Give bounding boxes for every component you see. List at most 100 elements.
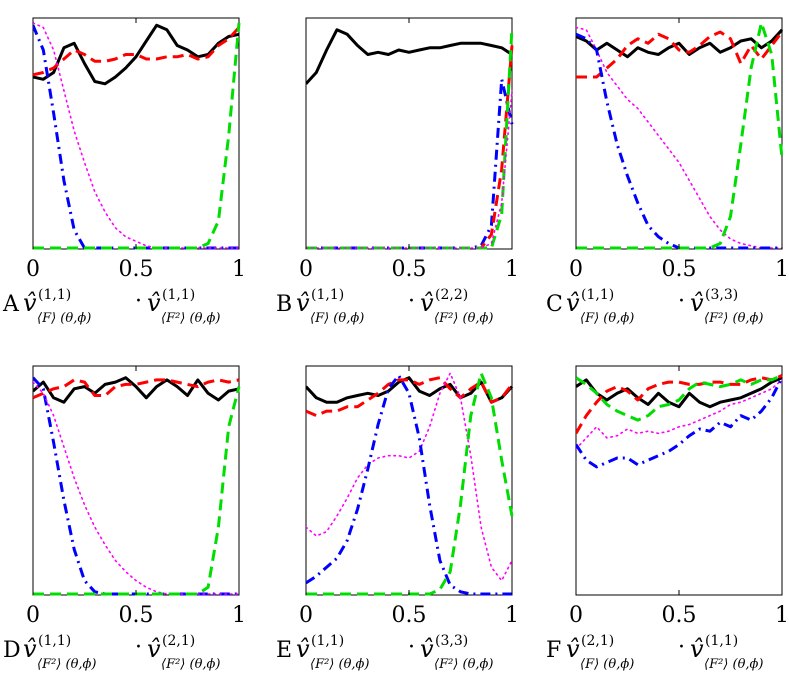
panel-c-line-black-solid	[576, 28, 784, 59]
panel-c-left-term-subscript: ⟨F⟩ (θ,ϕ)	[580, 311, 634, 326]
panel-b-series	[306, 27, 514, 250]
panel-d-left-term-superscript: (1,1)	[38, 633, 71, 649]
panel-f-right-term-subscript: ⟨F²⟩ (θ,ϕ)	[704, 657, 763, 672]
panel-a-series	[33, 22, 241, 250]
panel-d-left-term-symbol: v̂	[23, 635, 37, 663]
panel-d: 0 0.5 1D v̂ (1,1)⟨F²⟩ (θ,ϕ)· v̂ (2,1)⟨F²⟩ (θ,ϕ…	[3, 365, 246, 672]
panel-f-line-green-dashed	[576, 374, 783, 422]
panel-f-right-term-symbol: v̂	[690, 635, 704, 663]
panel-d-line-blue-dashdot	[33, 376, 239, 596]
panel-c-line-green-dashed	[576, 21, 784, 250]
panel-e-left-term-subscript: ⟨F²⟩ (θ,ϕ)	[310, 657, 369, 672]
panel-a-right-term-superscript: (1,1)	[162, 287, 195, 303]
panel-a-left-term-superscript: (1,1)	[38, 287, 71, 303]
panel-c-letter: C	[546, 292, 563, 317]
panel-a-letter: A	[2, 292, 20, 317]
panel-f-line-magenta-dotted	[576, 379, 783, 450]
panel-b-line-black-solid	[306, 28, 513, 85]
panel-b-letter: B	[276, 292, 292, 317]
panel-d-series	[33, 376, 241, 596]
panel-f-letter: F	[546, 638, 561, 663]
panel-b-right-term-symbol: v̂	[420, 289, 434, 317]
panel-e-line-black-solid	[306, 376, 514, 404]
panel-e-right-term-superscript: (3,3)	[435, 633, 468, 649]
panel-d-xtick-label: 1	[232, 603, 246, 628]
panel-d-right-term-symbol: v̂	[147, 635, 161, 663]
panel-b-line-blue-dashdot	[306, 77, 514, 250]
panel-c-xtick-label: 0.5	[662, 257, 697, 282]
panel-c-left-term-superscript: (1,1)	[581, 287, 614, 303]
panel-c-right-term-symbol: v̂	[690, 289, 704, 317]
panel-a: 0 0.5 1A v̂ (1,1)⟨F⟩ (θ,ϕ)· v̂ (1,1)⟨F²⟩ (θ,ϕ)	[2, 17, 246, 326]
panel-d-right-term-subscript: ⟨F²⟩ (θ,ϕ)	[161, 657, 220, 672]
panel-f-dot-operator: ·	[678, 635, 685, 660]
panel-d-line-magenta-dotted	[33, 381, 240, 595]
panel-c-dot-operator: ·	[678, 289, 685, 314]
panel-b-line-magenta-dotted	[306, 89, 513, 249]
panel-c-line-red-dashed	[576, 30, 784, 79]
panel-e-axes-frame	[305, 365, 513, 596]
panel-a-line-black-solid	[33, 23, 240, 86]
panel-d-line-green-dashed	[33, 386, 241, 596]
panel-e-left-term-superscript: (1,1)	[311, 633, 344, 649]
panel-e-xtick-label: 0	[299, 603, 313, 628]
panel-b-right-term-subscript: ⟨F²⟩ (θ,ϕ)	[434, 311, 493, 326]
panel-f-xtick-label: 0	[569, 603, 583, 628]
panel-e-letter: E	[276, 638, 292, 663]
panel-b-xtick-label: 0	[299, 257, 313, 282]
panel-e-xtick-label: 1	[505, 603, 519, 628]
panel-d-right-term-superscript: (2,1)	[162, 633, 195, 649]
panel-c-line-magenta-dotted	[576, 26, 783, 249]
panel-e-series	[306, 371, 514, 596]
panel-b-left-term-symbol: v̂	[296, 289, 310, 317]
panel-e-line-green-dashed	[306, 371, 514, 596]
panel-c-left-term-symbol: v̂	[566, 289, 580, 317]
panel-c-right-term-superscript: (3,3)	[705, 287, 738, 303]
panel-d-xtick-label: 0.5	[119, 603, 154, 628]
panel-a-xtick-label: 1	[232, 257, 246, 282]
panel-f-xtick-label: 0.5	[662, 603, 697, 628]
panel-f-line-black-solid	[576, 376, 783, 409]
panel-b-left-term-superscript: (1,1)	[311, 287, 344, 303]
panel-b-dot-operator: ·	[408, 289, 415, 314]
panel-f: 0 0.5 1F v̂ (2,1)⟨F⟩ (θ,ϕ)· v̂ (1,1)⟨F²⟩ (θ,ϕ)	[546, 365, 789, 672]
panel-b-right-term-superscript: (2,2)	[435, 287, 468, 303]
panel-e-line-blue-dashdot	[306, 374, 512, 596]
panel-f-left-term-subscript: ⟨F⟩ (θ,ϕ)	[580, 657, 634, 672]
panel-d-xtick-label: 0	[26, 603, 40, 628]
panel-a-xtick-label: 0.5	[119, 257, 154, 282]
panel-f-right-term-superscript: (1,1)	[705, 633, 738, 649]
panel-d-line-red-dashed	[33, 378, 240, 400]
panel-f-series	[576, 374, 784, 469]
panel-a-line-red-dashed	[33, 26, 241, 77]
panel-a-right-term-subscript: ⟨F²⟩ (θ,ϕ)	[161, 311, 220, 326]
panel-f-xtick-label: 1	[775, 603, 789, 628]
panel-c-xtick-label: 1	[775, 257, 789, 282]
panel-b-xtick-label: 0.5	[392, 257, 427, 282]
panel-e-xtick-label: 0.5	[392, 603, 427, 628]
panel-d-dot-operator: ·	[135, 635, 142, 660]
panel-a-left-term-symbol: v̂	[23, 289, 37, 317]
panel-b: 0 0.5 1B v̂ (1,1)⟨F⟩ (θ,ϕ)· v̂ (2,2)⟨F²⟩ (θ,ϕ)	[276, 17, 519, 326]
panel-d-letter: D	[3, 638, 21, 663]
panel-f-left-term-symbol: v̂	[566, 635, 580, 663]
panel-b-xtick-label: 1	[505, 257, 519, 282]
panel-b-left-term-subscript: ⟨F⟩ (θ,ϕ)	[310, 311, 364, 326]
panel-c: 0 0.5 1C v̂ (1,1)⟨F⟩ (θ,ϕ)· v̂ (3,3)⟨F²⟩ (θ,ϕ)	[546, 17, 789, 326]
panel-e-dot-operator: ·	[408, 635, 415, 660]
panel-e-right-term-symbol: v̂	[420, 635, 434, 663]
panel-c-axes-frame	[575, 17, 783, 250]
panel-f-left-term-superscript: (2,1)	[581, 633, 614, 649]
panel-e-right-term-subscript: ⟨F²⟩ (θ,ϕ)	[434, 657, 493, 672]
panel-e-line-magenta-dotted	[306, 372, 513, 582]
panel-d-line-black-solid	[33, 376, 240, 404]
panel-a-right-term-symbol: v̂	[147, 289, 161, 317]
panel-d-left-term-subscript: ⟨F²⟩ (θ,ϕ)	[37, 657, 96, 672]
panel-a-dot-operator: ·	[135, 289, 142, 314]
panel-f-line-blue-dashdot	[576, 377, 784, 469]
panel-e: 0 0.5 1E v̂ (1,1)⟨F²⟩ (θ,ϕ)· v̂ (3,3)⟨F²⟩ (θ,ϕ…	[276, 365, 519, 672]
panel-b-line-green-dashed	[306, 27, 514, 250]
panel-e-left-term-symbol: v̂	[296, 635, 310, 663]
panel-a-left-term-subscript: ⟨F⟩ (θ,ϕ)	[37, 311, 91, 326]
